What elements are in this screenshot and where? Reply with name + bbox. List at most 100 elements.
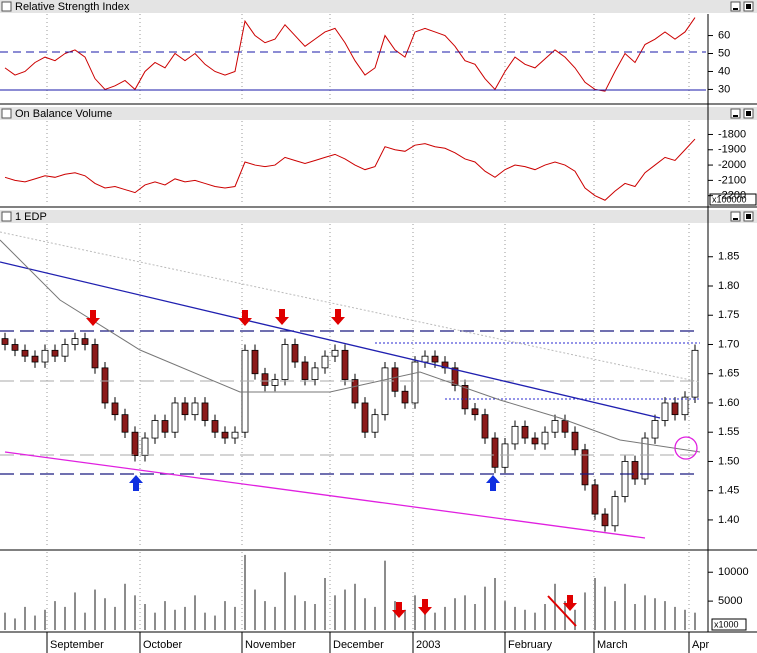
- y-tick-label: -2100: [718, 174, 746, 186]
- minimize-button[interactable]: [730, 211, 741, 222]
- volume-bar: [534, 612, 536, 630]
- y-tick-label: 1.70: [718, 338, 739, 350]
- candle-body: [141, 437, 149, 456]
- volume-bar: [304, 601, 306, 630]
- volume-bar: [664, 601, 666, 630]
- candle-body: [661, 402, 669, 421]
- candle-body: [541, 431, 549, 445]
- volume-bar: [504, 601, 506, 630]
- candle-body: [631, 461, 639, 480]
- y-tick-label: 30: [718, 83, 730, 95]
- y-tick-label: 1.80: [718, 280, 739, 292]
- candle-body: [171, 402, 179, 433]
- volume-bar: [254, 589, 256, 630]
- volume-bar: [294, 595, 296, 630]
- candle-body: [231, 431, 239, 439]
- volume-bar: [344, 589, 346, 630]
- volume-bar: [224, 601, 226, 630]
- volume-bar: [244, 554, 246, 630]
- candle-body: [621, 461, 629, 497]
- candle-body: [51, 349, 59, 357]
- candle-body: [581, 449, 589, 486]
- candle-body: [261, 373, 269, 386]
- candle-body: [461, 385, 469, 410]
- highlight-circle: [674, 436, 698, 460]
- candle-body: [31, 355, 39, 363]
- window-icon[interactable]: [1, 108, 12, 119]
- volume-bar: [164, 601, 166, 630]
- candle-body: [611, 496, 619, 527]
- candle-body: [321, 355, 329, 369]
- volume-bar: [404, 609, 406, 630]
- frame: [0, 0, 757, 633]
- candle-body: [351, 379, 359, 404]
- volume-bar: [454, 598, 456, 630]
- candle-body: [551, 420, 559, 433]
- x-tick-label: 2003: [416, 639, 440, 651]
- candle-body: [501, 443, 509, 468]
- volume-bar: [14, 618, 16, 630]
- volume-bar: [604, 586, 606, 630]
- x-tick-label: November: [245, 639, 296, 651]
- volume-bar: [194, 595, 196, 630]
- volume-bar: [654, 598, 656, 630]
- volume-bar: [574, 609, 576, 630]
- minimize-button[interactable]: [730, 1, 741, 12]
- volume-bar: [154, 612, 156, 630]
- volume-trend: [547, 595, 577, 627]
- sell-arrow: [275, 309, 289, 325]
- candle-body: [41, 349, 49, 363]
- candle-body: [281, 344, 289, 380]
- candle-body: [691, 349, 699, 398]
- x-tick-label: October: [143, 639, 182, 651]
- candle-body: [601, 513, 609, 527]
- volume-bar: [524, 609, 526, 630]
- icon-glyph: [733, 115, 738, 117]
- volume-bar: [44, 609, 46, 630]
- candle-body: [371, 414, 379, 433]
- volume-bar: [474, 604, 476, 630]
- sell-arrow: [86, 310, 100, 326]
- volume-bar: [114, 606, 116, 630]
- icon-glyph: [733, 8, 738, 10]
- volume-bar: [364, 598, 366, 630]
- y-tick-label: 5000: [718, 595, 742, 607]
- candle-body: [401, 390, 409, 404]
- x-tick-label: March: [597, 639, 628, 651]
- candle-body: [531, 437, 539, 445]
- y-tick-label: 1.55: [718, 426, 739, 438]
- icon-glyph: [746, 4, 751, 9]
- candle-body: [391, 367, 399, 392]
- minimize-button[interactable]: [730, 108, 741, 119]
- y-tick-label: -1800: [718, 128, 746, 140]
- candle-body: [411, 361, 419, 404]
- candle-body: [341, 349, 349, 380]
- candle-body: [161, 420, 169, 433]
- title-bar: [0, 210, 757, 223]
- buy-arrow: [486, 475, 500, 491]
- window-icon[interactable]: [1, 1, 12, 12]
- candle-body: [81, 338, 89, 345]
- candle-body: [151, 420, 159, 439]
- sell-arrow: [238, 310, 252, 326]
- window-icon[interactable]: [1, 211, 12, 222]
- volume-bar: [544, 604, 546, 630]
- candle-body: [241, 349, 249, 433]
- volume-bar: [134, 595, 136, 630]
- indicator-line: [4, 138, 696, 201]
- candle-body: [221, 431, 229, 439]
- y-tick-label: -1900: [718, 144, 746, 156]
- x-tick-label: Apr: [692, 639, 709, 651]
- candle-body: [301, 361, 309, 380]
- volume-bar: [614, 601, 616, 630]
- trend-line: [4, 451, 646, 539]
- candle-body: [471, 408, 479, 416]
- volume-bar: [644, 595, 646, 630]
- x-tick-label: December: [333, 639, 384, 651]
- volume-bar: [514, 606, 516, 630]
- volume-bar: [104, 598, 106, 630]
- candle-body: [21, 349, 29, 357]
- candle-body: [71, 338, 79, 345]
